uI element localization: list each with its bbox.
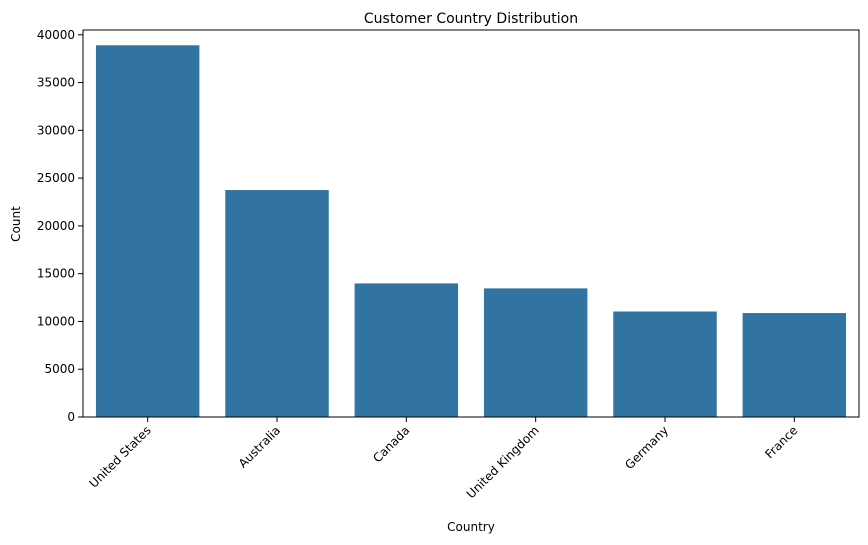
plot-frame	[82, 29, 860, 418]
y-tick-label: 30000	[37, 123, 75, 137]
y-tick-label: 40000	[37, 28, 75, 42]
bar-germany	[613, 311, 717, 417]
y-tick-label: 0	[67, 410, 75, 424]
bars-layer	[95, 45, 847, 417]
x-axis-label: Country	[447, 520, 495, 534]
y-tick-label: 35000	[37, 76, 75, 90]
x-ticks: United States Australia Canada United Kingd…	[86, 417, 800, 501]
x-tick-label-france: France	[762, 423, 800, 461]
y-tick-label: 10000	[37, 314, 75, 328]
y-tick-label: 15000	[37, 267, 75, 281]
bar-france	[742, 313, 847, 417]
y-ticks: 0 5000 10000 15000 20000 25000 30000 35000 40000	[37, 28, 83, 424]
bar-canada	[354, 283, 459, 417]
bar-united-states	[95, 45, 200, 417]
y-axis-label: Count	[9, 206, 23, 242]
x-tick-label-australia: Australia	[236, 423, 283, 470]
bar-australia	[225, 190, 329, 417]
x-tick-label-united-states: United States	[86, 423, 153, 490]
x-tick-label-canada: Canada	[370, 423, 412, 465]
x-tick-label-germany: Germany	[622, 423, 671, 472]
y-tick-label: 25000	[37, 171, 75, 185]
chart-title: Customer Country Distribution	[364, 11, 578, 27]
y-tick-label: 20000	[37, 219, 75, 233]
bar-united-kingdom	[483, 288, 588, 417]
y-tick-label: 5000	[44, 362, 75, 376]
x-tick-label-united-kingdom: United Kingdom	[464, 423, 542, 501]
